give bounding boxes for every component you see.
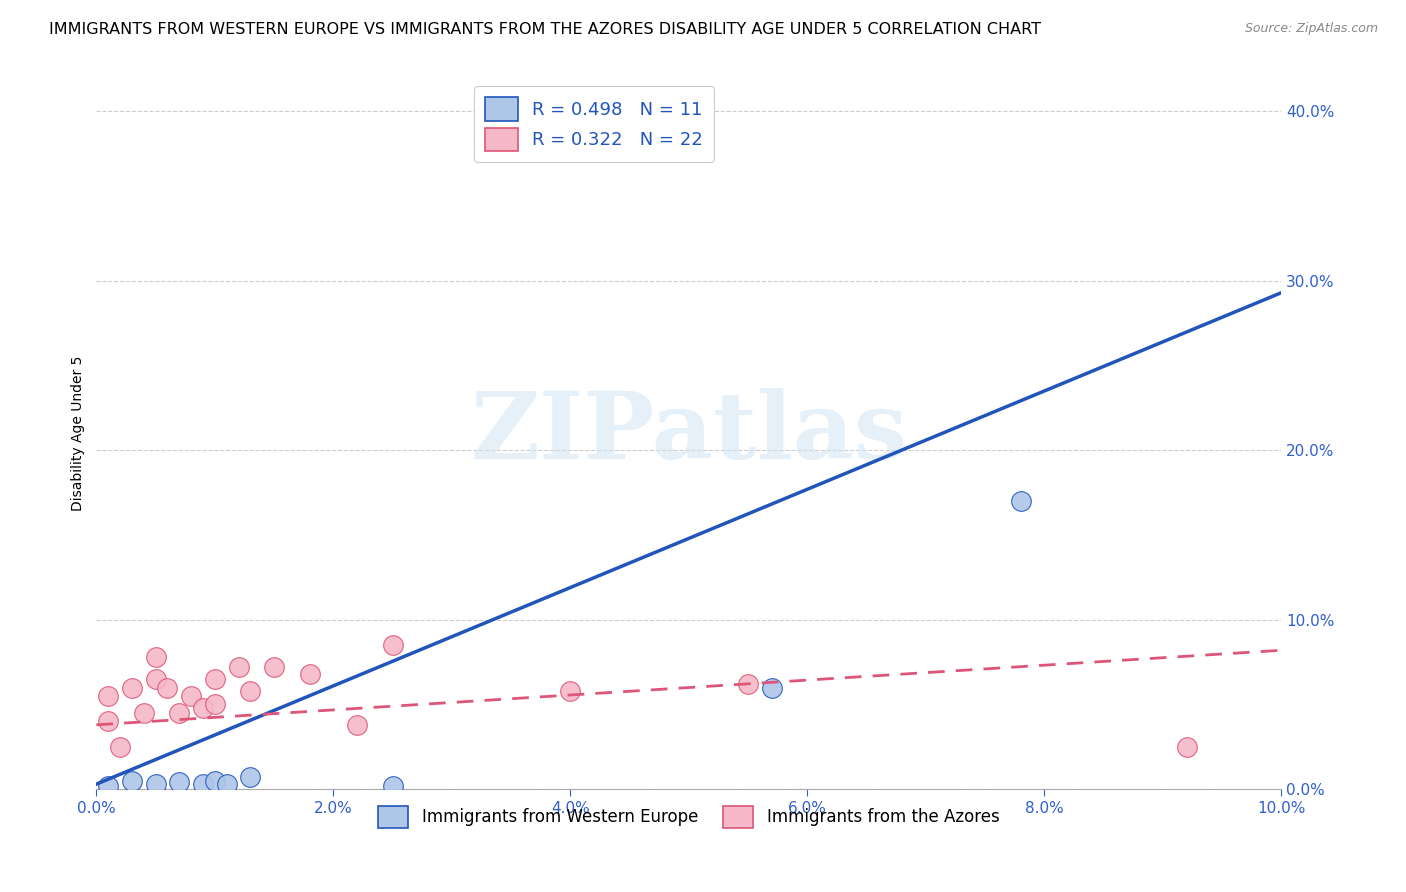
Point bbox=[180, 689, 202, 703]
Point bbox=[97, 779, 120, 793]
Point bbox=[239, 684, 262, 698]
Point bbox=[1010, 494, 1032, 508]
Point bbox=[145, 672, 167, 686]
Point bbox=[97, 714, 120, 729]
Point bbox=[381, 779, 404, 793]
Point bbox=[298, 667, 321, 681]
Point bbox=[132, 706, 155, 720]
Point bbox=[215, 777, 238, 791]
Point bbox=[169, 706, 191, 720]
Point bbox=[121, 773, 143, 788]
Text: IMMIGRANTS FROM WESTERN EUROPE VS IMMIGRANTS FROM THE AZORES DISABILITY AGE UNDE: IMMIGRANTS FROM WESTERN EUROPE VS IMMIGR… bbox=[49, 22, 1042, 37]
Point bbox=[761, 681, 783, 695]
Point bbox=[145, 777, 167, 791]
Point bbox=[145, 650, 167, 665]
Point bbox=[263, 660, 285, 674]
Legend: Immigrants from Western Europe, Immigrants from the Azores: Immigrants from Western Europe, Immigran… bbox=[371, 799, 1005, 834]
Point bbox=[108, 739, 131, 754]
Point bbox=[204, 698, 226, 712]
Point bbox=[239, 770, 262, 784]
Text: Source: ZipAtlas.com: Source: ZipAtlas.com bbox=[1244, 22, 1378, 36]
Point bbox=[191, 777, 214, 791]
Point bbox=[737, 677, 759, 691]
Y-axis label: Disability Age Under 5: Disability Age Under 5 bbox=[72, 356, 86, 511]
Point bbox=[381, 638, 404, 652]
Point bbox=[191, 701, 214, 715]
Point bbox=[1175, 739, 1198, 754]
Point bbox=[228, 660, 250, 674]
Point bbox=[97, 689, 120, 703]
Text: ZIPatlas: ZIPatlas bbox=[471, 388, 907, 478]
Point bbox=[169, 775, 191, 789]
Point bbox=[346, 718, 368, 732]
Point bbox=[204, 773, 226, 788]
Point bbox=[156, 681, 179, 695]
Point bbox=[204, 672, 226, 686]
Point bbox=[560, 684, 582, 698]
Point bbox=[121, 681, 143, 695]
